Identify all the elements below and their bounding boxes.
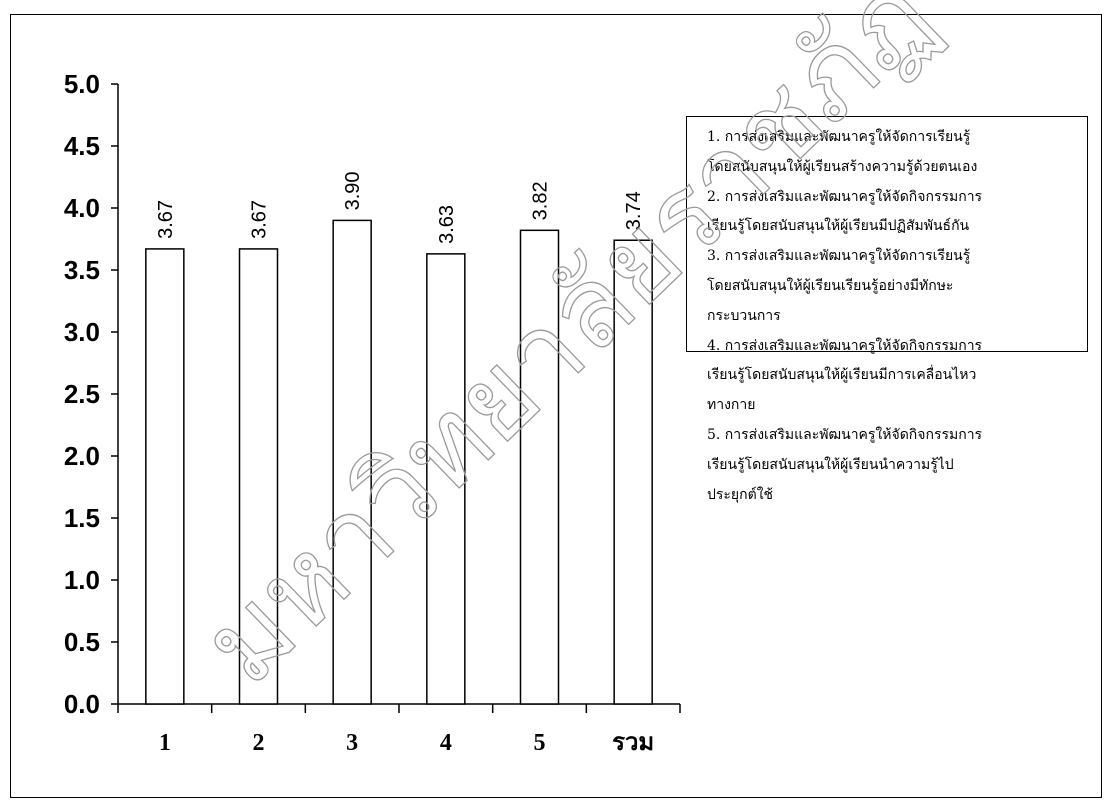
data-label: 3.74: [623, 191, 645, 230]
legend-line: โดยสนับสนุนให้ผู้เรียนสร้างความรู้ด้วยตน…: [707, 158, 978, 175]
y-tick-label: 0.0: [64, 689, 100, 719]
data-label: 3.67: [249, 200, 271, 239]
legend-line: 2. การส่งเสริมและพัฒนาครูให้จัดกิจกรรมกา…: [707, 188, 983, 205]
legend-box: 1. การส่งเสริมและพัฒนาครูให้จัดการเรียนร…: [686, 116, 1088, 503]
y-tick-label: 1.5: [64, 503, 100, 533]
y-tick-label: 2.0: [64, 441, 100, 471]
legend-line: ประยุกต์ใช้: [707, 486, 774, 503]
x-tick-label: 1: [159, 730, 171, 756]
data-label: 3.82: [530, 181, 552, 220]
legend-line: ทางกาย: [707, 397, 756, 414]
y-tick-label: 3.5: [64, 255, 100, 285]
y-tick-label: 3.0: [64, 317, 100, 347]
bar: [426, 253, 466, 705]
x-tick-label: 3: [346, 730, 358, 756]
data-label: 3.67: [155, 200, 177, 239]
legend-line: เรียนรู้โดยสนับสนุนให้ผู้เรียนมีปฏิสัมพั…: [707, 218, 970, 235]
bar: [613, 239, 653, 705]
data-label: 3.63: [436, 205, 458, 244]
y-tick-label: 4.0: [64, 193, 100, 223]
legend-line: 1. การส่งเสริมและพัฒนาครูให้จัดการเรียนร…: [707, 129, 971, 145]
y-tick-label: 4.5: [64, 131, 100, 161]
legend-text: 1. การส่งเสริมและพัฒนาครูให้จัดการเรียนร…: [707, 123, 1087, 510]
legend-line: เรียนรู้โดยสนับสนุนให้ผู้เรียนมีการเคลื่…: [707, 367, 977, 384]
bar: [145, 248, 185, 705]
y-tick-label: 1.0: [64, 565, 100, 595]
data-label: 3.90: [342, 171, 364, 210]
legend-line: 4. การส่งเสริมและพัฒนาครูให้จัดกิจกรรมกา…: [707, 337, 983, 354]
x-tick-label: 4: [440, 730, 452, 756]
legend-line: เรียนรู้โดยสนับสนุนให้ผู้เรียนนำความรู้ไ…: [707, 456, 954, 473]
x-tick-label: 2: [253, 730, 265, 756]
y-tick-label: 0.5: [64, 627, 100, 657]
bar: [332, 219, 372, 705]
bar: [238, 248, 279, 705]
y-tick-label: 2.5: [64, 379, 100, 409]
x-tick-label: 5: [534, 730, 546, 756]
legend-line: โดยสนับสนุนให้ผู้เรียนเรียนรู้อย่างมีทัก…: [707, 277, 954, 294]
legend-line: 3. การส่งเสริมและพัฒนาครูให้จัดการเรียนร…: [707, 248, 971, 265]
y-tick-label: 5.0: [64, 69, 100, 99]
legend-line: กระบวนการ: [707, 307, 781, 324]
x-tick-label: รวม: [612, 730, 654, 756]
bar: [519, 229, 560, 705]
legend-line: 5. การส่งเสริมและพัฒนาครูให้จัดกิจกรรมกา…: [707, 426, 983, 443]
